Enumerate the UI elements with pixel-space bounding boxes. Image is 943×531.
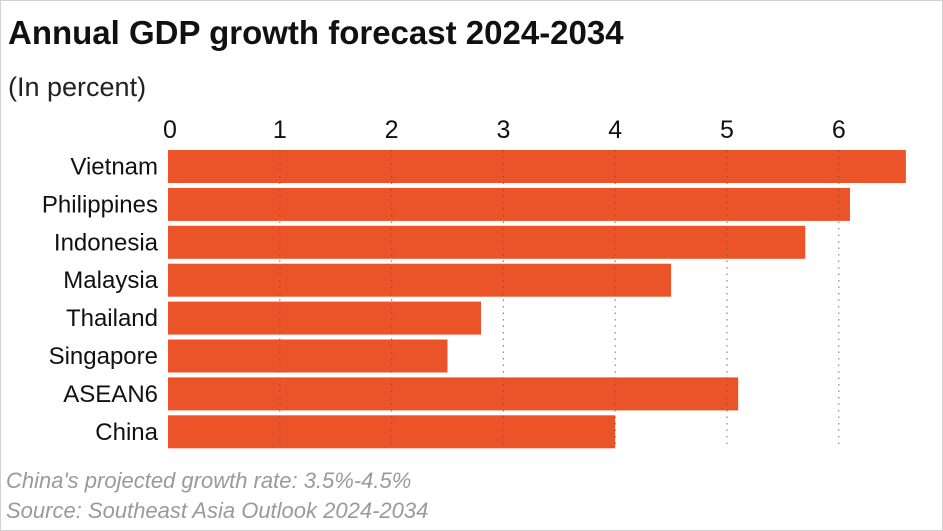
x-tick-label: 3 [496,116,510,144]
chart-title: Annual GDP growth forecast 2024-2034 [8,14,624,51]
category-label: Philippines [42,191,158,218]
chart-subtitle: (In percent) [8,72,147,102]
category-label: Singapore [49,343,158,370]
x-tick-label: 0 [163,116,177,144]
category-label: Malaysia [63,267,158,294]
bar-vietnam [168,150,906,183]
x-tick-label: 4 [608,116,622,144]
bar-thailand [168,301,482,335]
source-note: Source: Southeast Asia Outlook 2024-2034 [6,498,429,523]
category-label: Indonesia [54,229,159,256]
note-china: China's projected growth rate: 3.5%-4.5% [6,468,412,493]
bar-philippines [168,187,850,221]
bar-asean6 [168,377,739,411]
category-label: Vietnam [70,154,158,181]
category-label: Thailand [66,305,158,332]
x-tick-label: 2 [385,116,399,144]
category-label: China [95,419,158,446]
x-tick-label: 6 [832,116,846,144]
bar-malaysia [168,263,672,297]
bar-singapore [168,339,448,373]
bar-indonesia [168,225,806,259]
x-tick-label: 5 [720,116,734,144]
x-tick-label: 1 [273,116,287,144]
category-label: ASEAN6 [63,381,158,408]
